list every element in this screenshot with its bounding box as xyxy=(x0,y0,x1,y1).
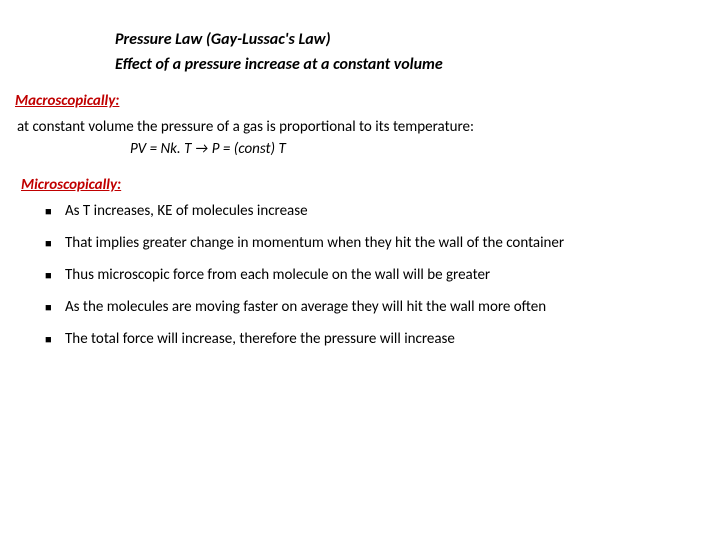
macroscopic-text: at constant volume the pressure of a gas… xyxy=(15,118,705,138)
list-item: As T increases, KE of molecules increase xyxy=(45,202,705,220)
list-item: As the molecules are moving faster on av… xyxy=(45,298,705,316)
macroscopic-equation: PV = Nk. T → P = (const) T xyxy=(15,140,705,158)
microscopic-header: Microscopically: xyxy=(15,176,705,194)
macroscopic-header: Macroscopically: xyxy=(15,92,705,110)
list-item: That implies greater change in momentum … xyxy=(45,234,705,252)
list-item: Thus microscopic force from each molecul… xyxy=(45,266,705,284)
page-title: Pressure Law (Gay-Lussac's Law) xyxy=(115,30,705,49)
microscopic-bullet-list: As T increases, KE of molecules increase… xyxy=(15,202,705,348)
page-subtitle: Effect of a pressure increase at a const… xyxy=(115,55,705,74)
list-item: The total force will increase, therefore… xyxy=(45,330,705,348)
